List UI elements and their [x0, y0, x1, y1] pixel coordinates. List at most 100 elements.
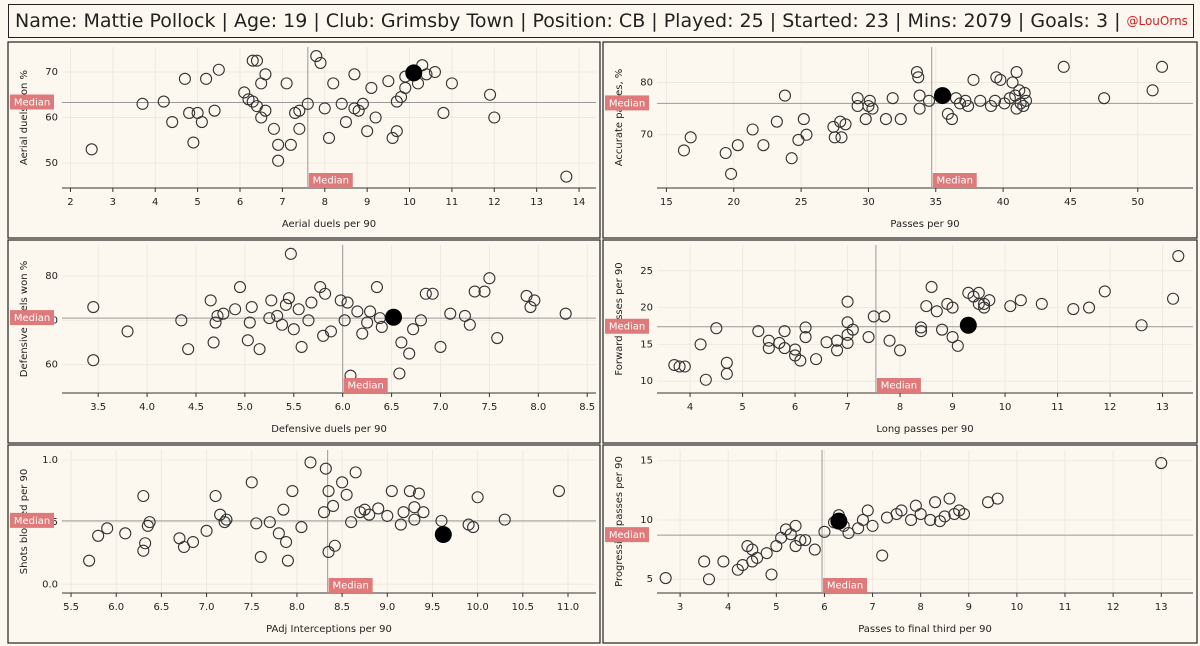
x-tick-label: 5 [739, 402, 745, 413]
point [924, 513, 937, 527]
point [302, 314, 315, 327]
point [250, 517, 263, 530]
point [250, 54, 264, 67]
point [314, 56, 327, 69]
point [808, 543, 821, 556]
x-tick-label: 13 [1156, 402, 1169, 413]
point [209, 316, 222, 329]
point [426, 287, 439, 300]
point [876, 549, 889, 562]
point [243, 316, 256, 329]
point [757, 139, 770, 152]
x-tick-label: 3 [677, 602, 683, 613]
point [994, 73, 1007, 86]
point [175, 314, 188, 327]
point [684, 131, 697, 144]
median-label: Median [332, 581, 368, 592]
y-tick-label: 15 [640, 339, 653, 350]
point [317, 506, 331, 519]
point [463, 318, 476, 331]
y-tick-label: 10 [640, 376, 653, 387]
median-label: Median [881, 381, 917, 392]
point [280, 535, 293, 549]
point [1018, 86, 1031, 100]
point [677, 144, 690, 157]
point [933, 515, 946, 528]
x-axis-label: Aerial duels per 90 [282, 219, 376, 230]
x-tick-label: 12 [488, 197, 501, 208]
point [349, 466, 362, 479]
point [752, 325, 765, 338]
point [938, 510, 951, 523]
point [886, 92, 899, 105]
point [524, 300, 537, 314]
point [1067, 303, 1080, 316]
y-tick-label: 0.0 [42, 579, 58, 590]
point [841, 336, 854, 349]
point [381, 509, 394, 522]
point [259, 68, 272, 81]
x-tick-label: 11 [1059, 602, 1072, 613]
x-tick-label: 9 [949, 402, 955, 413]
header: Name: Mattie Pollock | Age: 19 | Club: G… [8, 4, 1194, 38]
point [217, 307, 230, 320]
point [1006, 76, 1019, 89]
point [408, 513, 421, 526]
point [799, 321, 812, 334]
point [725, 167, 738, 180]
median-label: Median [609, 98, 645, 109]
median-label: Median [609, 530, 645, 541]
point [119, 527, 132, 540]
highlight-point [405, 64, 423, 82]
x-tick-label: 5 [773, 602, 779, 613]
point [143, 516, 156, 529]
point [559, 307, 572, 320]
point [1155, 60, 1169, 73]
x-axis-label: Passes to final third per 90 [858, 624, 992, 635]
point [356, 327, 369, 340]
point [276, 318, 289, 331]
point [951, 339, 964, 352]
x-axis-label: Passes per 90 [890, 219, 959, 230]
y-tick-label: 60 [45, 360, 58, 371]
median-label-bg [823, 578, 868, 593]
median-label-bg [343, 378, 388, 393]
point [699, 373, 712, 386]
x-tick-label: 9 [966, 602, 972, 613]
x-tick-label: 8 [897, 402, 903, 413]
point [319, 462, 332, 475]
y-tick-label: 70 [45, 67, 58, 78]
y-tick-label: 80 [640, 78, 653, 89]
y-axis-label: Progressive passes per 90 [614, 456, 625, 587]
median-label-bg [876, 378, 921, 393]
point [922, 94, 936, 107]
y-axis-label: Accurate passes, % [614, 69, 625, 167]
x-tick-label: 4.5 [188, 402, 204, 413]
point [778, 89, 791, 102]
point [444, 307, 457, 320]
median-label-bg [10, 512, 54, 528]
point [335, 97, 348, 110]
point [1155, 456, 1168, 470]
point [277, 503, 290, 516]
x-tick-label: 10 [403, 197, 416, 208]
point [267, 122, 280, 135]
point [394, 518, 407, 531]
point [393, 367, 406, 380]
point [281, 554, 294, 567]
point [356, 97, 369, 110]
point [831, 344, 844, 357]
point [233, 281, 247, 294]
point [659, 572, 672, 585]
x-tick-label: 7 [279, 197, 285, 208]
x-tick-label: 6 [792, 402, 798, 413]
x-tick-label: 4.0 [139, 402, 155, 413]
point [883, 334, 896, 347]
point [945, 113, 958, 126]
point [967, 73, 980, 86]
point [859, 113, 872, 126]
median-label-bg [308, 173, 353, 188]
point [279, 298, 293, 311]
point [293, 122, 306, 135]
point [403, 484, 416, 498]
